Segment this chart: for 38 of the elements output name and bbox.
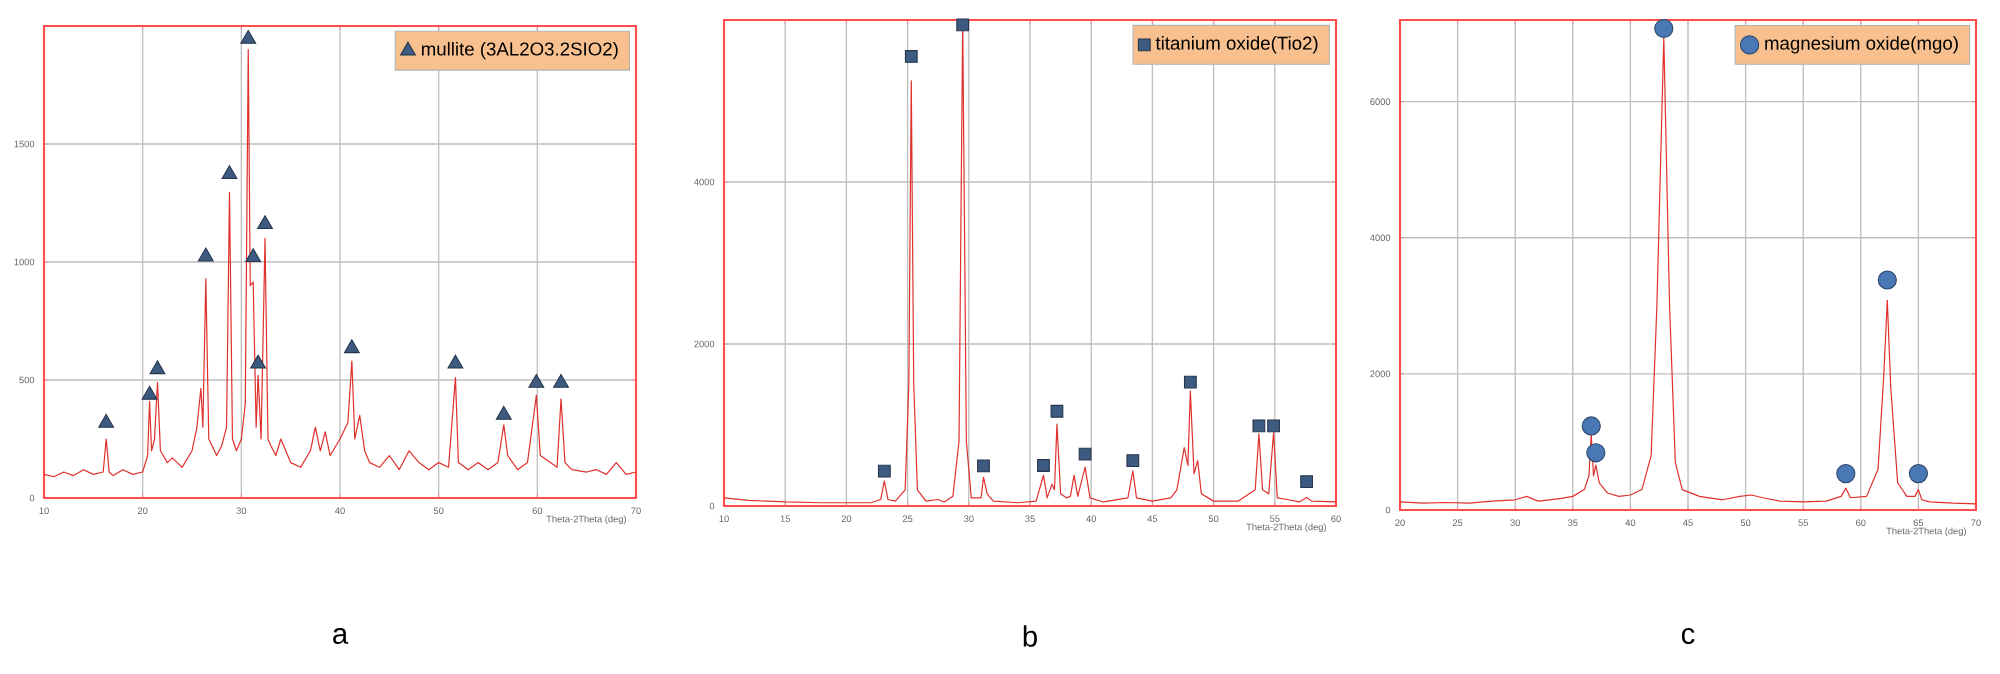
point <box>1267 419 1280 433</box>
point <box>245 248 262 263</box>
point <box>977 459 990 473</box>
point <box>1037 459 1050 472</box>
point <box>149 360 166 375</box>
point <box>877 464 891 478</box>
point <box>98 413 115 428</box>
legend-label: magnesium oxide(mgo) <box>1765 36 1958 54</box>
text: c <box>1681 627 1695 645</box>
point <box>250 354 267 369</box>
point <box>343 339 360 354</box>
point <box>495 405 512 420</box>
point <box>1183 375 1197 389</box>
point <box>1126 454 1140 468</box>
point <box>197 247 214 262</box>
point <box>956 18 970 32</box>
point <box>1581 416 1601 436</box>
point <box>1877 270 1897 290</box>
point <box>1050 404 1064 418</box>
legend-label: mullite (3AL2O3.2SIO2) <box>421 41 618 60</box>
point <box>1252 419 1266 433</box>
point <box>1078 447 1092 461</box>
point <box>1654 18 1674 39</box>
point <box>904 50 918 63</box>
text: a <box>333 627 349 645</box>
point <box>447 354 464 369</box>
point <box>1586 443 1606 463</box>
point <box>553 374 569 388</box>
point <box>221 165 238 180</box>
point <box>240 29 257 44</box>
point <box>528 374 545 388</box>
point <box>141 385 158 400</box>
point <box>257 215 273 230</box>
legend-label: titanium oxide(Tio2) <box>1155 36 1318 54</box>
point <box>1300 475 1314 489</box>
point <box>1836 463 1856 484</box>
point <box>1908 463 1928 484</box>
text: b <box>1023 625 1037 647</box>
